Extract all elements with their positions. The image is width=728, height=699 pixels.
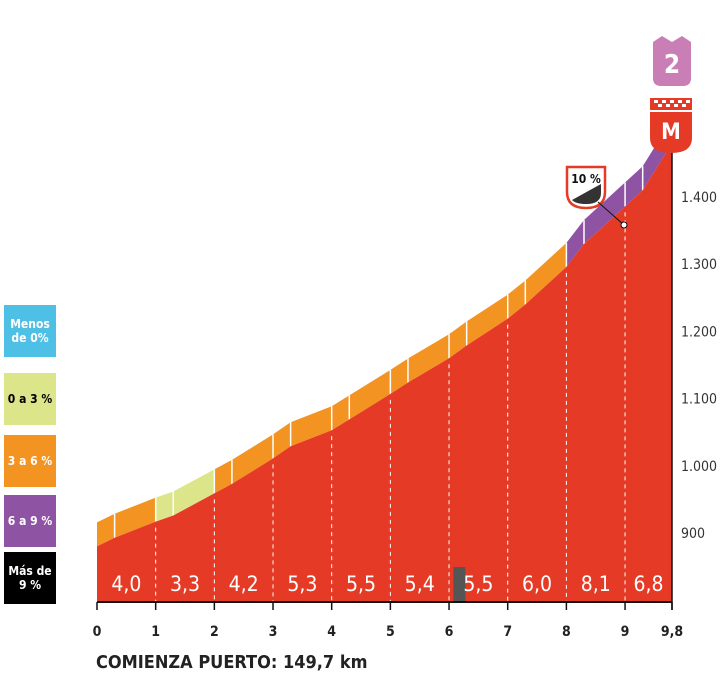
segment-gradient-label: 4,2: [229, 572, 259, 596]
summit-letter: M: [661, 120, 681, 145]
profile-fill: [97, 143, 672, 602]
marker-point: [620, 221, 628, 229]
legend-label: 0 a 3 %: [7, 392, 53, 406]
legend-above-9: Más de 9 %: [4, 552, 56, 604]
x-tick-label: 7: [503, 624, 512, 640]
legend-label: 6 a 9 %: [7, 514, 53, 528]
legend-label: Más de 9 %: [8, 564, 52, 592]
legend-3-6: 3 a 6 %: [4, 435, 56, 487]
segment-gradient-label: 3,3: [170, 572, 200, 596]
y-tick-label: 1.300: [681, 257, 717, 273]
category-number: 2: [664, 50, 680, 80]
segment-gradient-label: 5,4: [405, 572, 435, 596]
y-tick-label: 900: [681, 526, 705, 542]
x-tick-label: 2: [210, 624, 219, 640]
segment-highlight: [453, 567, 466, 603]
segment-gradient-label: 4,0: [111, 572, 141, 596]
y-tick-label: 1.400: [681, 190, 717, 206]
legend-label: Menos de 0%: [10, 317, 50, 345]
gradient-band-4: [331, 369, 391, 431]
gradient-band-8: [566, 182, 626, 267]
gradient-band-6: [449, 294, 508, 359]
gradient-band-0: [97, 497, 156, 547]
legend-6-9: 6 a 9 %: [4, 495, 56, 547]
segment-gradient-label: 5,5: [346, 572, 376, 596]
y-tick-label: 1.000: [681, 459, 717, 475]
gradient-labels: 4,0 3,3 4,2 5,3 5,5 5,4 5,5 6,0 8,1 6,8: [111, 567, 664, 603]
y-tick-label: 1.100: [681, 392, 717, 408]
x-tick-label: 5: [386, 624, 395, 640]
x-tick-label: 9: [621, 624, 630, 640]
gradient-band-5: [390, 334, 449, 394]
gradient-band-7: [507, 242, 567, 319]
gradient-band-2: [214, 434, 273, 494]
x-tick-label: 8: [562, 624, 571, 640]
y-tick-label: 1.200: [681, 324, 717, 340]
x-tick-label: 3: [269, 624, 278, 640]
summit-shield: [650, 112, 692, 153]
summit-badge: M: [650, 98, 692, 153]
category-badge: 2: [653, 36, 691, 86]
x-tick-label: 1: [151, 624, 160, 640]
segment-gradient-label: 8,1: [581, 572, 611, 596]
marker-slope-icon: [572, 184, 601, 204]
segment-gradient-label: 6,0: [522, 572, 552, 596]
profile-area: [97, 143, 672, 602]
km-dividers: [155, 212, 626, 602]
legend-0-3: 0 a 3 %: [4, 373, 56, 425]
gradient-band-1: [155, 469, 215, 522]
marker-label: 10 %: [571, 172, 601, 186]
x-tick-label: 4: [327, 624, 336, 640]
segment-gradient-label: 5,5: [463, 572, 493, 596]
x-tick-label: 9,8: [661, 624, 683, 640]
segment-gradient-label: 5,3: [287, 572, 317, 596]
max-gradient-marker: 10 %: [565, 165, 628, 229]
marker-pointer: [597, 201, 625, 226]
x-tick-label: 0: [93, 624, 102, 640]
category-badge-shape: [653, 36, 691, 86]
gradient-band-3: [273, 406, 332, 459]
x-tick-label: 6: [445, 624, 454, 640]
segment-gradient-label: 6,8: [634, 572, 664, 596]
climb-start-label: COMIENZA PUERTO: 149,7 km: [96, 652, 368, 673]
legend-below-0: Menos de 0%: [4, 305, 56, 357]
axes: 0 1 2 3 4 5 6 7 8 9 9,8 900 1.000 1.100 1.200 1.300 1.40…: [93, 150, 717, 640]
legend-label: 3 a 6 %: [7, 454, 53, 468]
gradient-bands: [97, 119, 672, 547]
